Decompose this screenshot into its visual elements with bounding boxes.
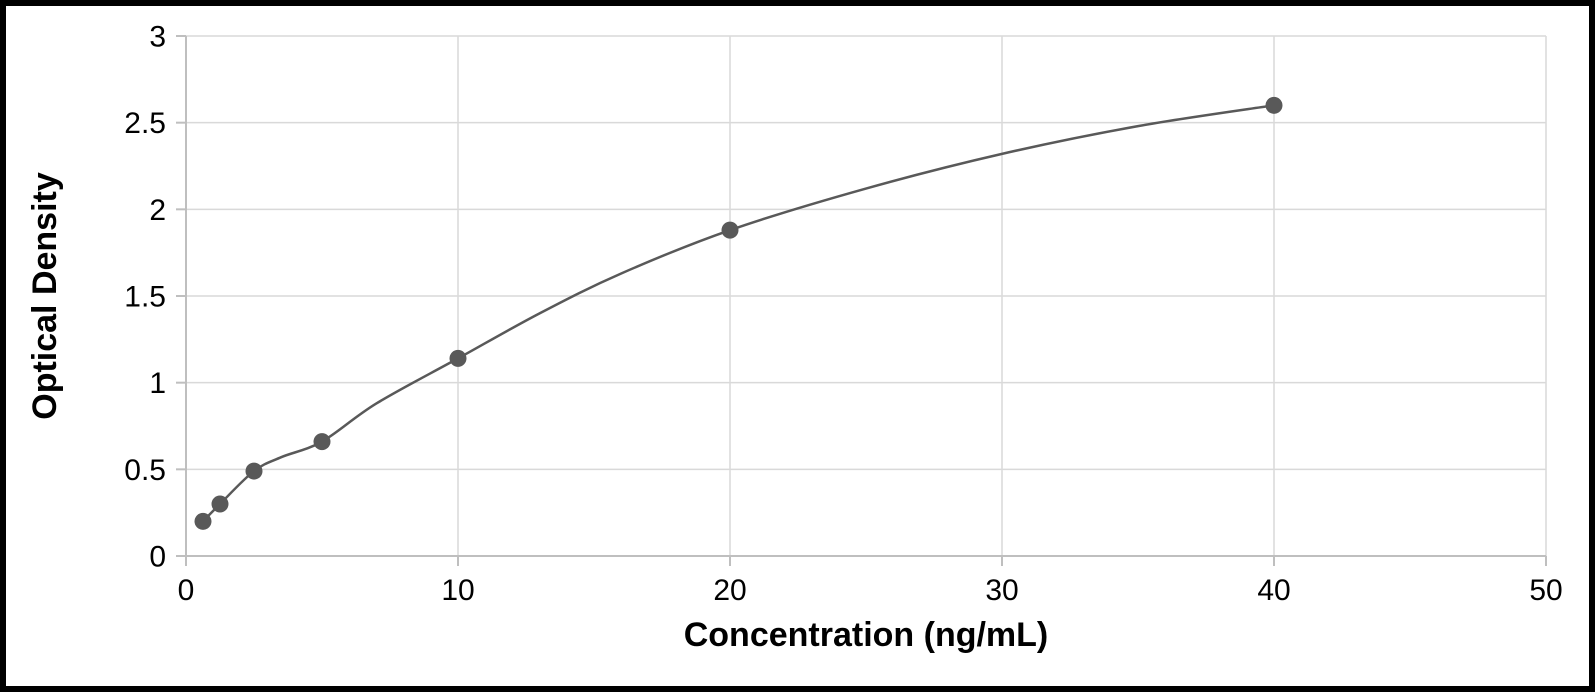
x-tick-label: 20	[713, 574, 746, 607]
y-tick-label: 3	[149, 21, 166, 54]
data-marker	[1266, 97, 1283, 114]
grid-lines	[186, 36, 1546, 556]
x-tick-label: 10	[441, 574, 474, 607]
optical-density-chart: 0 10 20 30 40 50 0 0.5 1 1.5 2 2.5 3 Concentration …	[6, 6, 1589, 686]
data-markers	[195, 97, 1283, 530]
data-marker	[722, 222, 739, 239]
fit-curve	[203, 105, 1274, 521]
y-tick-label: 0	[149, 541, 166, 574]
y-tick-label: 0.5	[124, 454, 166, 487]
y-tick-labels: 0 0.5 1 1.5 2 2.5 3	[124, 21, 166, 574]
x-tick-label: 50	[1529, 574, 1562, 607]
y-tick-label: 1.5	[124, 281, 166, 314]
data-marker	[195, 513, 212, 530]
tick-marks	[176, 36, 1546, 566]
data-marker	[212, 496, 229, 513]
x-tick-label: 0	[178, 574, 195, 607]
chart-frame: 0 10 20 30 40 50 0 0.5 1 1.5 2 2.5 3 Concentration …	[0, 0, 1595, 692]
y-axis-label: Optical Density	[26, 172, 64, 420]
y-tick-label: 2.5	[124, 107, 166, 140]
x-axis-label: Concentration (ng/mL)	[684, 616, 1049, 654]
data-marker	[314, 433, 331, 450]
y-tick-label: 2	[149, 194, 166, 227]
data-marker	[450, 350, 467, 367]
x-tick-labels: 0 10 20 30 40 50	[178, 574, 1563, 607]
data-marker	[246, 463, 263, 480]
x-tick-label: 40	[1257, 574, 1290, 607]
x-tick-label: 30	[985, 574, 1018, 607]
y-tick-label: 1	[149, 367, 166, 400]
curve-path	[203, 105, 1274, 521]
